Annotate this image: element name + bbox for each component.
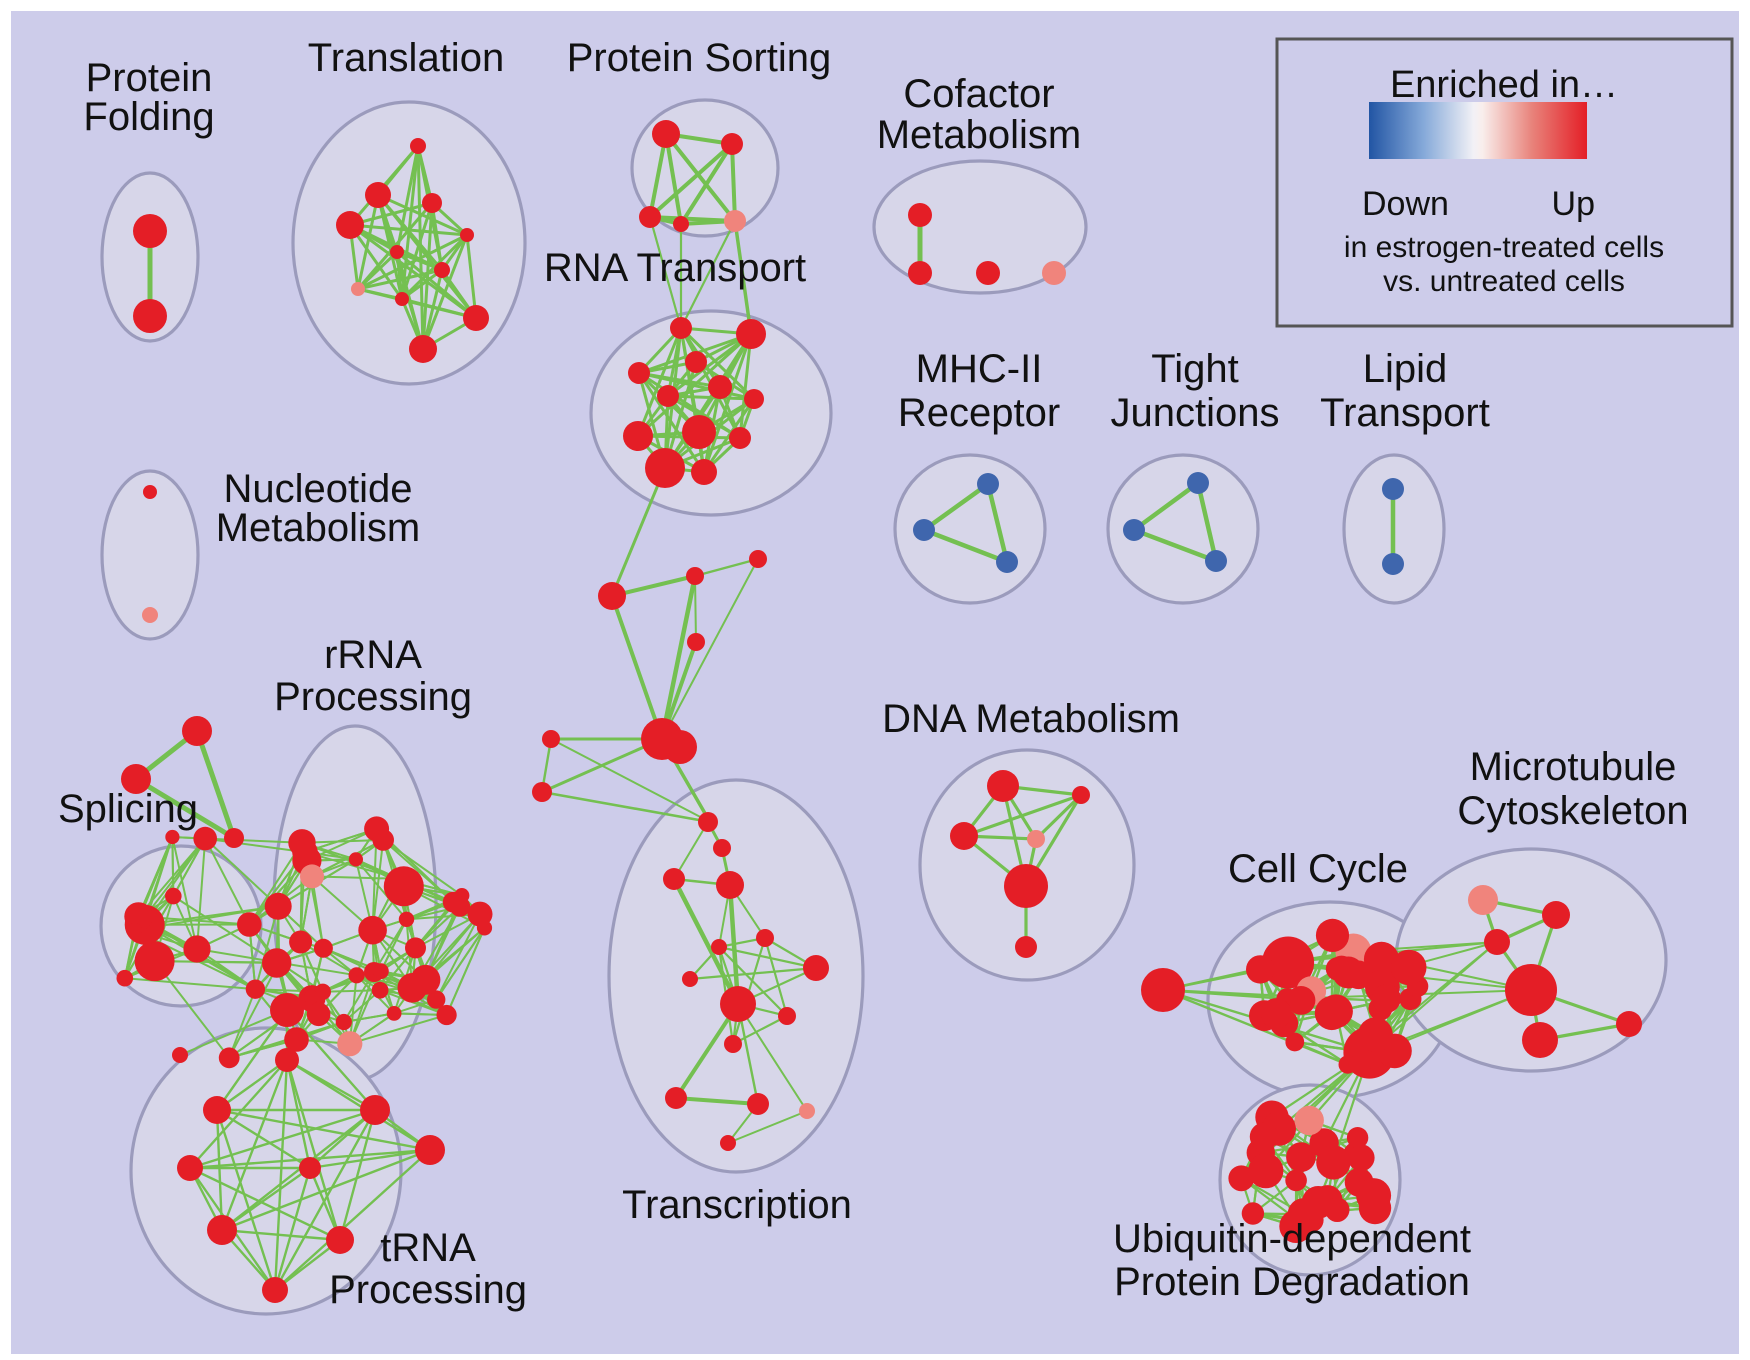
svg-text:RNA Transport: RNA Transport: [544, 246, 806, 290]
svg-text:Translation: Translation: [308, 36, 504, 80]
svg-text:Up: Up: [1552, 185, 1595, 223]
svg-text:Transcription: Transcription: [622, 1183, 852, 1227]
svg-text:vs. untreated cells: vs. untreated cells: [1383, 265, 1625, 298]
svg-text:Protein Sorting: Protein Sorting: [567, 36, 832, 80]
svg-text:Splicing: Splicing: [58, 787, 198, 831]
svg-text:Enriched in…: Enriched in…: [1390, 64, 1618, 106]
svg-text:DNA Metabolism: DNA Metabolism: [882, 697, 1180, 741]
svg-text:Cell Cycle: Cell Cycle: [1228, 847, 1408, 891]
svg-text:Down: Down: [1362, 185, 1449, 223]
svg-text:in estrogen-treated cells: in estrogen-treated cells: [1344, 231, 1664, 264]
